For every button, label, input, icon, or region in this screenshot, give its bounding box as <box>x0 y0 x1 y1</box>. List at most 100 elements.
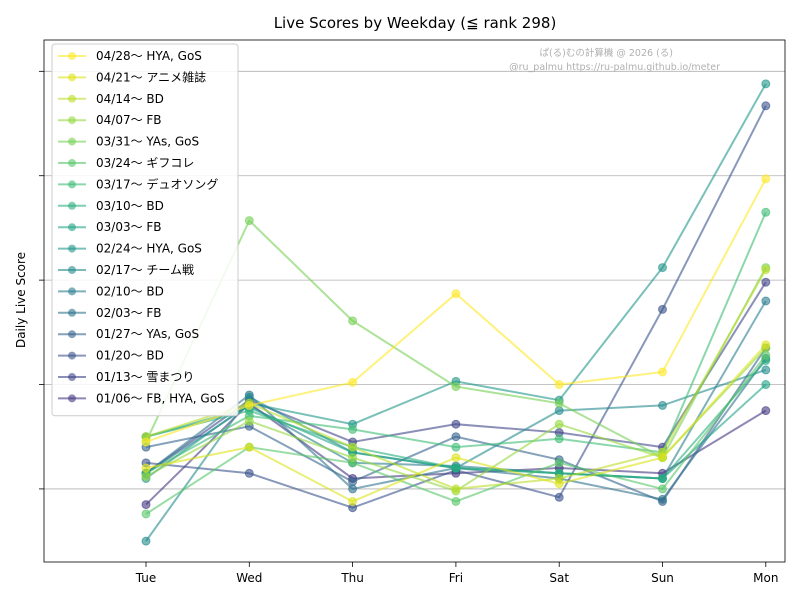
series-point <box>761 265 771 275</box>
series-point <box>761 365 771 375</box>
legend-swatch-marker <box>68 201 76 210</box>
watermark-line-1: ぱ(る)むの計算機 @ 2026 (る) <box>539 47 673 59</box>
series-point <box>658 367 667 377</box>
x-tick-label: Sat <box>549 571 569 585</box>
series-point <box>451 432 461 442</box>
legend-entry-label: 01/13〜 雪まつり <box>96 370 194 384</box>
series-point <box>141 509 151 519</box>
legend-swatch-marker <box>68 52 76 60</box>
series-point <box>451 289 461 299</box>
series-point <box>348 453 358 463</box>
plot-frame <box>43 39 786 563</box>
legend-swatch-marker <box>68 180 76 189</box>
legend-entry-label: 03/24〜 ギフコレ <box>96 156 194 170</box>
legend-entry-label: 03/03〜 FB <box>96 220 162 234</box>
legend-entry-label: 01/27〜 YAs, GoS <box>96 327 199 341</box>
series-point <box>761 406 771 416</box>
legend-swatch-marker <box>68 73 76 82</box>
legend-swatch-marker <box>68 287 76 296</box>
series-point <box>244 400 254 410</box>
series-point <box>761 296 771 306</box>
legend-entry-label: 02/24〜 HYA, GoS <box>96 242 202 256</box>
series-point <box>554 398 564 408</box>
series-point <box>348 442 358 452</box>
series-point <box>244 416 254 426</box>
legend-swatch-marker <box>68 94 76 103</box>
series-point <box>658 263 667 273</box>
series-point <box>554 458 564 468</box>
series-point <box>761 350 771 360</box>
series-point <box>761 101 771 111</box>
legend-swatch-marker <box>68 308 76 317</box>
series-point <box>451 442 461 452</box>
series-point <box>658 473 667 483</box>
series-point <box>348 496 358 506</box>
series-layer <box>141 79 771 546</box>
series-line <box>145 83 767 480</box>
x-tick-label: Wed <box>236 571 262 585</box>
series-point <box>348 477 358 487</box>
series-point <box>554 492 564 502</box>
series-point <box>141 500 151 510</box>
legend-entry-label: 01/20〜 BD <box>96 349 164 363</box>
chart-title: Live Scores by Weekday (≦ rank 298) <box>274 14 557 32</box>
series-point <box>761 340 771 350</box>
series-point <box>348 377 358 387</box>
legend-swatch-marker <box>68 159 76 167</box>
series-point <box>451 419 461 429</box>
axes-layer: Tue Wed Thu Fri Sat Sun Mon <box>39 39 786 585</box>
series-point <box>348 316 358 326</box>
series-point <box>451 484 461 494</box>
series-point <box>141 437 151 447</box>
legend-swatch-marker <box>68 394 76 403</box>
legend-swatch-marker <box>68 373 76 381</box>
legend-swatch-marker <box>68 266 76 274</box>
x-tick-label: Tue <box>135 571 157 585</box>
series-point <box>761 207 771 217</box>
series-point <box>244 216 254 226</box>
legend-entry-label: 03/31〜 YAs, GoS <box>96 135 199 149</box>
series-point <box>348 484 358 494</box>
legend-entry-label: 04/28〜 HYA, GoS <box>96 49 202 63</box>
legend-swatch-marker <box>68 116 76 125</box>
legend-entry-label: 02/03〜 FB <box>96 306 162 320</box>
series-point <box>554 380 564 390</box>
series-point <box>761 79 771 89</box>
x-tick-label: Fri <box>449 571 463 585</box>
series-point <box>761 380 771 390</box>
legend-box <box>51 43 239 417</box>
series-point <box>141 463 151 473</box>
legend-entry-label: 03/10〜 BD <box>96 199 164 213</box>
series-point <box>761 277 771 287</box>
series-point <box>451 496 461 506</box>
series-group <box>141 340 771 506</box>
y-axis-label: Daily Live Score <box>14 252 28 348</box>
x-tick-label: Mon <box>753 571 778 585</box>
legend-swatch-marker <box>68 351 76 360</box>
series-point <box>141 536 151 546</box>
legend-swatch-marker <box>68 137 76 146</box>
legend-swatch-marker <box>68 244 76 253</box>
legend-entry-label: 03/17〜 デュオソング <box>96 176 218 191</box>
series-point <box>451 453 461 463</box>
series-point <box>658 484 667 494</box>
legend: 04/28〜 HYA, GoS 04/21〜 アニメ雑誌 04/14〜 BD 04/0… <box>51 43 239 417</box>
series-point <box>554 479 564 489</box>
series-point <box>761 174 771 184</box>
series-point <box>658 453 667 463</box>
series-group <box>141 174 771 447</box>
series-point <box>244 468 254 478</box>
legend-swatch-marker <box>68 223 76 232</box>
series-point <box>658 304 667 314</box>
series-point <box>348 424 358 434</box>
series-point <box>451 463 461 473</box>
legend-entry-label: 04/21〜 アニメ雑誌 <box>96 69 206 84</box>
watermark-line-2: @ru_palmu https://ru-palmu.github.io/met… <box>509 62 720 73</box>
legend-entry-label: 02/10〜 BD <box>96 284 164 298</box>
series-point <box>658 400 667 410</box>
series-point <box>451 382 461 392</box>
legend-entry-label: 02/17〜 チーム戦 <box>96 263 194 277</box>
series-point <box>658 494 667 504</box>
